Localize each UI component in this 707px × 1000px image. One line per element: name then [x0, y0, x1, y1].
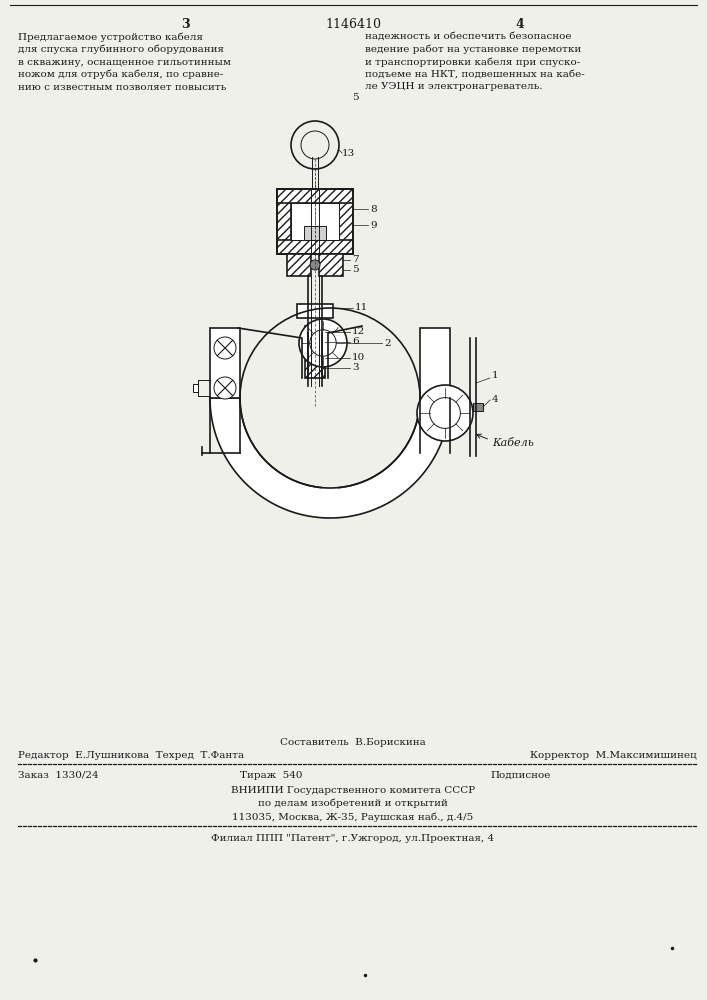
Bar: [287, 254, 311, 276]
Bar: [305, 350, 325, 378]
Circle shape: [310, 260, 320, 270]
Bar: [291, 203, 339, 240]
Text: 4: 4: [515, 18, 525, 31]
Bar: [277, 189, 353, 203]
Text: 3: 3: [181, 18, 189, 31]
Bar: [420, 328, 450, 398]
Bar: [473, 403, 483, 411]
Bar: [277, 189, 353, 254]
Text: Предлагаемое устройство кабеля
для спуска глубинного оборудования
в скважину, ос: Предлагаемое устройство кабеля для спуск…: [18, 32, 231, 92]
Text: 5: 5: [351, 93, 358, 102]
Text: 3: 3: [352, 363, 358, 372]
Text: Корректор  М.Максимишинец: Корректор М.Максимишинец: [530, 751, 697, 760]
Polygon shape: [210, 398, 450, 518]
Circle shape: [310, 330, 337, 356]
Text: Подписное: Подписное: [490, 771, 550, 780]
Bar: [277, 189, 291, 254]
Bar: [210, 328, 240, 398]
Circle shape: [417, 385, 473, 441]
Text: Филиал ППП "Патент", г.Ужгород, ул.Проектная, 4: Филиал ППП "Патент", г.Ужгород, ул.Проек…: [211, 834, 495, 843]
Text: 1146410: 1146410: [325, 18, 381, 31]
Bar: [305, 326, 325, 348]
Text: 113035, Москва, Ж-35, Раушская наб., д.4/5: 113035, Москва, Ж-35, Раушская наб., д.4…: [233, 812, 474, 822]
Text: 4: 4: [492, 395, 498, 404]
Text: 13: 13: [342, 148, 355, 157]
Text: 11: 11: [355, 304, 368, 312]
Text: 1: 1: [492, 371, 498, 380]
Text: 5: 5: [352, 265, 358, 274]
Text: 6: 6: [352, 338, 358, 347]
Circle shape: [214, 337, 236, 359]
Text: Редактор  Е.Лушникова  Техред  Т.Фанта: Редактор Е.Лушникова Техред Т.Фанта: [18, 751, 244, 760]
Text: Составитель  В.Борискина: Составитель В.Борискина: [280, 738, 426, 747]
Text: 9: 9: [370, 221, 377, 230]
Circle shape: [214, 377, 236, 399]
Text: надежность и обеспечить безопасное
ведение работ на установке перемотки
и трансп: надежность и обеспечить безопасное веден…: [365, 32, 585, 91]
Bar: [297, 304, 333, 318]
Bar: [277, 240, 353, 254]
Bar: [304, 226, 326, 240]
Bar: [193, 384, 198, 392]
Circle shape: [299, 319, 347, 367]
Text: Заказ  1330/24: Заказ 1330/24: [18, 771, 98, 780]
Text: 2: 2: [384, 338, 391, 348]
Circle shape: [430, 398, 460, 428]
Text: Тираж  540: Тираж 540: [240, 771, 303, 780]
Bar: [339, 189, 353, 254]
Text: 10: 10: [352, 354, 366, 362]
Text: 7: 7: [352, 255, 358, 264]
Text: по делам изобретений и открытий: по делам изобретений и открытий: [258, 799, 448, 808]
Text: ВНИИПИ Государственного комитета СССР: ВНИИПИ Государственного комитета СССР: [231, 786, 475, 795]
Text: 12: 12: [352, 328, 366, 336]
Text: 8: 8: [370, 205, 377, 214]
Bar: [319, 254, 343, 276]
Text: Кабель: Кабель: [492, 438, 534, 448]
